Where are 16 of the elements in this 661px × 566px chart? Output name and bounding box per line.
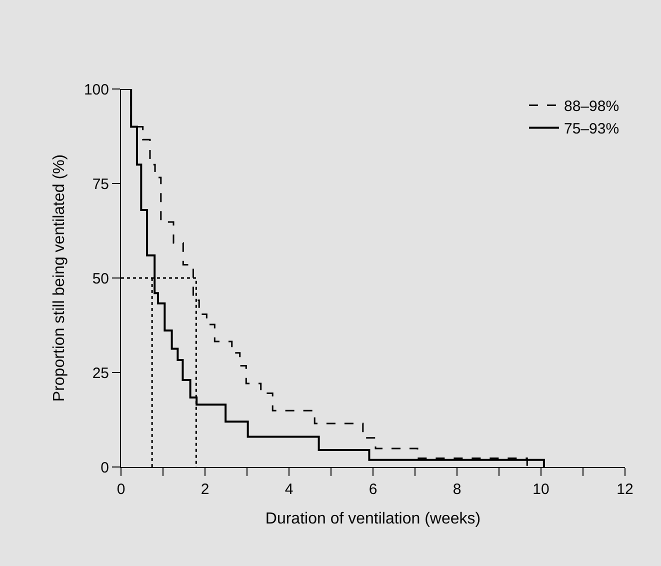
legend-label: 75–93%	[564, 120, 620, 138]
y-tick-label: 25	[92, 364, 109, 382]
y-tick-label: 100	[84, 81, 109, 98]
x-tick-label: 2	[200, 481, 210, 498]
x-tick-label: 4	[284, 481, 294, 498]
x-tick-label: 8	[452, 481, 462, 498]
y-tick-label: 75	[92, 176, 109, 193]
y-tick-label: 50	[92, 270, 109, 288]
x-tick-label: 0	[116, 481, 126, 498]
x-axis-title: Duration of ventilation (weeks)	[265, 510, 481, 528]
x-tick-label: 10	[532, 481, 550, 498]
y-axis-title: Proportion still being ventilated (%)	[50, 154, 68, 402]
x-tick-label: 6	[368, 481, 378, 498]
y-tick-label: 0	[100, 459, 109, 476]
x-tick-label: 12	[616, 481, 634, 498]
legend-label: 88–98%	[564, 98, 620, 116]
